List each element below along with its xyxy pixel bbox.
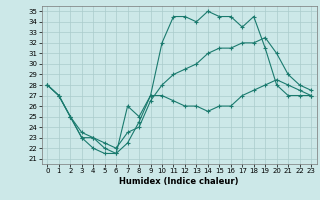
X-axis label: Humidex (Indice chaleur): Humidex (Indice chaleur)	[119, 177, 239, 186]
